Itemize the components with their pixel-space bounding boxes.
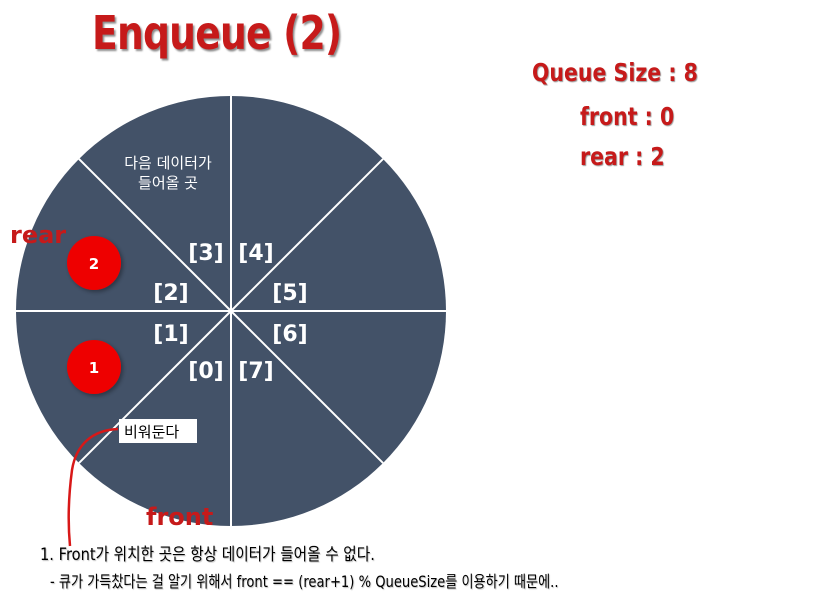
slot-index-5: [5] xyxy=(272,281,307,306)
slot-divider-line xyxy=(78,158,232,312)
rear-pointer-label: rear xyxy=(10,221,66,249)
empty-slot-label: 비워둔다 xyxy=(124,423,179,441)
empty-slot-label-box xyxy=(119,419,197,443)
rear-value: 2 xyxy=(650,142,665,171)
note-line-1: 1. Front가 위치한 곳은 항상 데이터가 들어올 수 없다. xyxy=(40,545,375,565)
slot-index-3: [3] xyxy=(188,241,223,266)
front-label: front : xyxy=(580,102,660,131)
front-value: 0 xyxy=(659,102,675,131)
slot-index-4: [4] xyxy=(238,241,273,266)
slot-divider-line xyxy=(78,310,232,464)
front-readout: front : 0 xyxy=(580,102,674,131)
queue-size-readout: Queue Size : 8 xyxy=(532,58,698,87)
explanation-notes: 1. Front가 위치한 곳은 항상 데이터가 들어올 수 없다. - 큐가 … xyxy=(40,540,670,592)
queue-size-value: 8 xyxy=(683,58,698,87)
front-pointer-arrow xyxy=(67,427,119,547)
slot-divider-line xyxy=(230,158,384,312)
marker-circle-1 xyxy=(67,340,121,394)
next-slot-note-line2: 들어올 곳 xyxy=(138,174,198,192)
marker-circle-2 xyxy=(67,236,121,290)
queue-size-label: Queue Size : xyxy=(532,58,684,87)
slot-index-2: [2] xyxy=(153,281,188,306)
rear-label: rear : xyxy=(580,142,651,171)
element-marker-2: 2 xyxy=(67,236,121,290)
slot-divider-line xyxy=(230,310,384,464)
next-slot-note-line1: 다음 데이터가 xyxy=(124,154,212,172)
marker-label-1: 1 xyxy=(89,359,99,377)
element-marker-1: 1 xyxy=(67,340,121,394)
note-line-2: - 큐가 가득찼다는 걸 알기 위해서 front == (rear+1) % … xyxy=(50,572,559,591)
slot-dividers xyxy=(16,96,446,526)
marker-label-2: 2 xyxy=(89,255,99,273)
slot-index-1: [1] xyxy=(153,322,188,347)
page-title: Enqueue (2) xyxy=(92,6,342,60)
slot-index-0: [0] xyxy=(188,359,223,384)
rear-readout: rear : 2 xyxy=(580,142,665,171)
front-pointer-label: front xyxy=(146,503,213,531)
slot-index-6: [6] xyxy=(272,322,307,347)
slot-index-7: [7] xyxy=(238,359,273,384)
